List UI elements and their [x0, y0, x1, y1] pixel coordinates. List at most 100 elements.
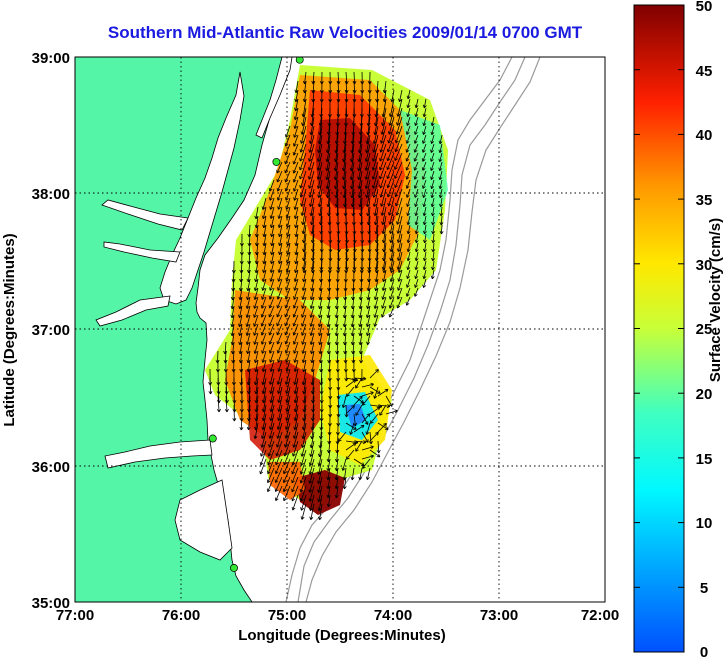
velocity-arrow: [294, 278, 299, 291]
velocity-arrow: [284, 305, 291, 318]
velocity-arrow: [351, 143, 355, 162]
velocity-arrow: [388, 188, 395, 207]
velocity-arrow-head: [374, 269, 377, 274]
velocity-arrow-head: [278, 418, 281, 421]
velocity-arrow: [301, 116, 307, 135]
velocity-arrow-head: [285, 417, 287, 421]
velocity-arrow-head: [422, 150, 426, 153]
velocity-arrow-head: [283, 489, 287, 493]
velocity-arrow-head: [270, 251, 272, 255]
velocity-arrow: [422, 134, 427, 144]
velocity-arrow-head: [423, 276, 427, 279]
velocity-arrow-head: [358, 323, 361, 327]
velocity-arrow: [406, 296, 411, 306]
velocity-arrow-head: [302, 80, 305, 85]
velocity-arrow-head: [302, 305, 305, 309]
velocity-arrow-head: [253, 314, 255, 318]
velocity-arrow-head: [300, 212, 303, 216]
velocity-arrow-head: [342, 158, 345, 163]
velocity-arrow-head: [267, 452, 270, 457]
velocity-arrow-head: [413, 167, 415, 171]
velocity-arrow: [439, 161, 443, 171]
velocity-arrow: [253, 314, 259, 327]
velocity-arrow-head: [341, 467, 344, 471]
velocity-arrow-head: [374, 324, 378, 327]
velocity-arrow-head: [300, 471, 304, 475]
velocity-arrow-head: [301, 140, 304, 144]
velocity-arrow: [302, 287, 307, 300]
velocity-arrow-head: [414, 195, 418, 198]
velocity-arrow-head: [374, 248, 377, 253]
velocity-arrow-head: [342, 185, 345, 190]
velocity-arrow-head: [292, 453, 294, 457]
velocity-arrow-head: [424, 105, 427, 109]
velocity-arrow: [391, 89, 395, 102]
velocity-arrow: [302, 98, 307, 117]
velocity-arrow-head: [398, 270, 402, 273]
velocity-arrow-head: [319, 324, 322, 327]
velocity-arrow-head: [346, 239, 349, 244]
velocity-arrow-head: [260, 471, 264, 475]
velocity-arrow-head: [363, 376, 367, 380]
velocity-arrow-head: [422, 284, 424, 288]
velocity-arrow: [369, 369, 379, 379]
velocity-arrow-head: [430, 131, 433, 135]
velocity-arrow-head: [361, 396, 363, 400]
velocity-arrow-head: [310, 368, 313, 373]
velocity-arrow-head: [394, 193, 396, 197]
velocity-arrow-head: [254, 351, 258, 354]
velocity-arrow-head: [231, 359, 234, 364]
velocity-arrow-head: [277, 350, 281, 354]
velocity-arrow: [376, 233, 379, 252]
velocity-arrow: [319, 323, 323, 336]
velocity-arrow-head: [337, 423, 341, 427]
velocity-arrow-head: [407, 222, 411, 225]
velocity-arrow: [390, 260, 395, 273]
velocity-arrow-head: [346, 98, 349, 103]
velocity-arrow-head: [414, 266, 417, 270]
velocity-arrow: [386, 152, 395, 170]
velocity-arrow-head: [231, 382, 235, 386]
velocity-arrow-head: [254, 278, 256, 282]
velocity-arrow-head: [292, 498, 296, 502]
velocity-arrow-head: [355, 386, 359, 389]
velocity-arrow: [311, 98, 315, 117]
velocity-arrow: [291, 467, 299, 484]
velocity-arrow-head: [246, 333, 250, 336]
velocity-arrow-head: [364, 422, 368, 425]
velocity-arrow-head: [381, 230, 384, 234]
velocity-arrow-head: [293, 134, 295, 138]
velocity-arrow: [423, 206, 427, 216]
velocity-arrow-head: [370, 382, 374, 385]
velocity-arrow-head: [285, 215, 288, 219]
velocity-arrow: [352, 332, 355, 345]
velocity-arrow-head: [396, 122, 398, 126]
velocity-arrow-head: [329, 266, 333, 271]
velocity-arrow: [279, 242, 283, 255]
velocity-arrow-head: [397, 240, 401, 243]
velocity-arrow: [384, 80, 387, 93]
velocity-arrow-head: [284, 161, 289, 165]
velocity-arrow-head: [284, 350, 287, 354]
velocity-arrow: [303, 377, 307, 394]
velocity-arrow-head: [424, 258, 427, 262]
velocity-arrow-head: [439, 203, 441, 208]
velocity-arrow: [380, 134, 387, 153]
velocity-arrow: [336, 485, 339, 498]
velocity-arrow: [320, 422, 323, 439]
velocity-arrow-head: [367, 477, 370, 480]
velocity-arrow-head: [269, 341, 273, 345]
velocity-arrow-head: [335, 350, 338, 355]
velocity-arrow: [406, 125, 411, 135]
velocity-arrow-head: [326, 503, 329, 508]
velocity-arrow-head: [373, 149, 377, 153]
velocity-arrow: [343, 161, 347, 180]
velocity-arrow-head: [407, 123, 410, 126]
velocity-arrow-head: [354, 89, 357, 94]
velocity-arrow-head: [355, 413, 359, 416]
velocity-arrow: [311, 269, 315, 282]
velocity-arrow: [336, 449, 339, 462]
velocity-arrow: [300, 485, 307, 502]
velocity-arrow-head: [317, 159, 321, 162]
velocity-arrow-head: [261, 368, 264, 372]
